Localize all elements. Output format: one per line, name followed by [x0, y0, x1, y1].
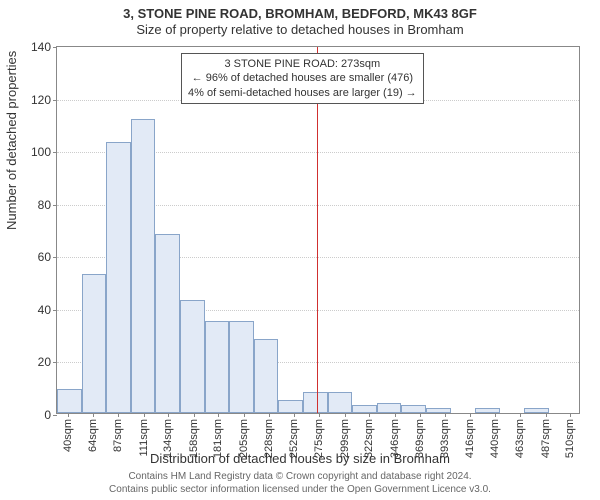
x-tick-label: 64sqm: [87, 419, 99, 452]
histogram-bar: [401, 405, 426, 413]
histogram-bar: [57, 389, 82, 413]
y-tick-label: 120: [31, 93, 51, 107]
histogram-bar: [352, 405, 377, 413]
x-tick: [194, 413, 195, 417]
histogram-bar: [180, 300, 205, 413]
y-axis-label: Number of detached properties: [4, 51, 19, 230]
histogram-bar: [303, 392, 328, 413]
histogram-bar: [131, 119, 156, 413]
y-tick: [53, 100, 57, 101]
y-tick-label: 60: [38, 250, 51, 264]
info-headline: 3 STONE PINE ROAD: 273sqm: [188, 57, 417, 71]
x-tick: [118, 413, 119, 417]
x-tick: [144, 413, 145, 417]
y-tick: [53, 205, 57, 206]
histogram-bar: [155, 234, 180, 413]
y-tick-label: 140: [31, 40, 51, 54]
info-smaller-pct: ← 96% of detached houses are smaller (47…: [188, 71, 417, 85]
x-tick: [395, 413, 396, 417]
x-tick: [93, 413, 94, 417]
y-tick: [53, 47, 57, 48]
x-tick: [445, 413, 446, 417]
x-tick: [269, 413, 270, 417]
y-tick-label: 0: [44, 408, 51, 422]
chart-subtitle: Size of property relative to detached ho…: [0, 21, 600, 37]
x-tick: [345, 413, 346, 417]
x-tick: [218, 413, 219, 417]
y-tick: [53, 415, 57, 416]
x-tick: [319, 413, 320, 417]
y-tick-label: 80: [38, 198, 51, 212]
histogram-bar: [229, 321, 254, 413]
x-tick: [420, 413, 421, 417]
y-tick-label: 100: [31, 145, 51, 159]
x-tick: [570, 413, 571, 417]
y-tick-label: 40: [38, 303, 51, 317]
footer-line-2: Contains public sector information licen…: [109, 484, 491, 495]
x-axis-label: Distribution of detached houses by size …: [0, 451, 600, 466]
histogram-bar: [377, 403, 402, 414]
histogram-bar: [278, 400, 303, 413]
footer-line-1: Contains HM Land Registry data © Crown c…: [128, 471, 471, 482]
x-tick: [294, 413, 295, 417]
histogram-bar: [328, 392, 353, 413]
histogram-bar: [426, 408, 451, 413]
plot-wrap: 02040608010012014040sqm64sqm87sqm111sqm1…: [56, 46, 580, 414]
y-tick: [53, 257, 57, 258]
x-tick-label: 87sqm: [112, 419, 124, 452]
chart-title: 3, STONE PINE ROAD, BROMHAM, BEDFORD, MK…: [0, 0, 600, 21]
y-tick-label: 20: [38, 355, 51, 369]
info-box: 3 STONE PINE ROAD: 273sqm← 96% of detach…: [181, 53, 424, 104]
info-larger-pct: 4% of semi-detached houses are larger (1…: [188, 86, 417, 100]
histogram-bar: [82, 274, 107, 413]
histogram-bar: [106, 142, 131, 413]
x-tick: [495, 413, 496, 417]
histogram-bar: [254, 339, 279, 413]
x-tick-label: 40sqm: [62, 419, 74, 452]
x-tick: [520, 413, 521, 417]
plot-area: 02040608010012014040sqm64sqm87sqm111sqm1…: [56, 46, 580, 414]
y-tick: [53, 310, 57, 311]
x-tick: [168, 413, 169, 417]
histogram-bar: [205, 321, 230, 413]
y-tick: [53, 152, 57, 153]
x-tick: [68, 413, 69, 417]
x-tick: [470, 413, 471, 417]
chart-container: 3, STONE PINE ROAD, BROMHAM, BEDFORD, MK…: [0, 0, 600, 500]
x-tick: [546, 413, 547, 417]
y-tick: [53, 362, 57, 363]
x-tick: [369, 413, 370, 417]
footer-attribution: Contains HM Land Registry data © Crown c…: [0, 471, 600, 496]
x-tick: [244, 413, 245, 417]
